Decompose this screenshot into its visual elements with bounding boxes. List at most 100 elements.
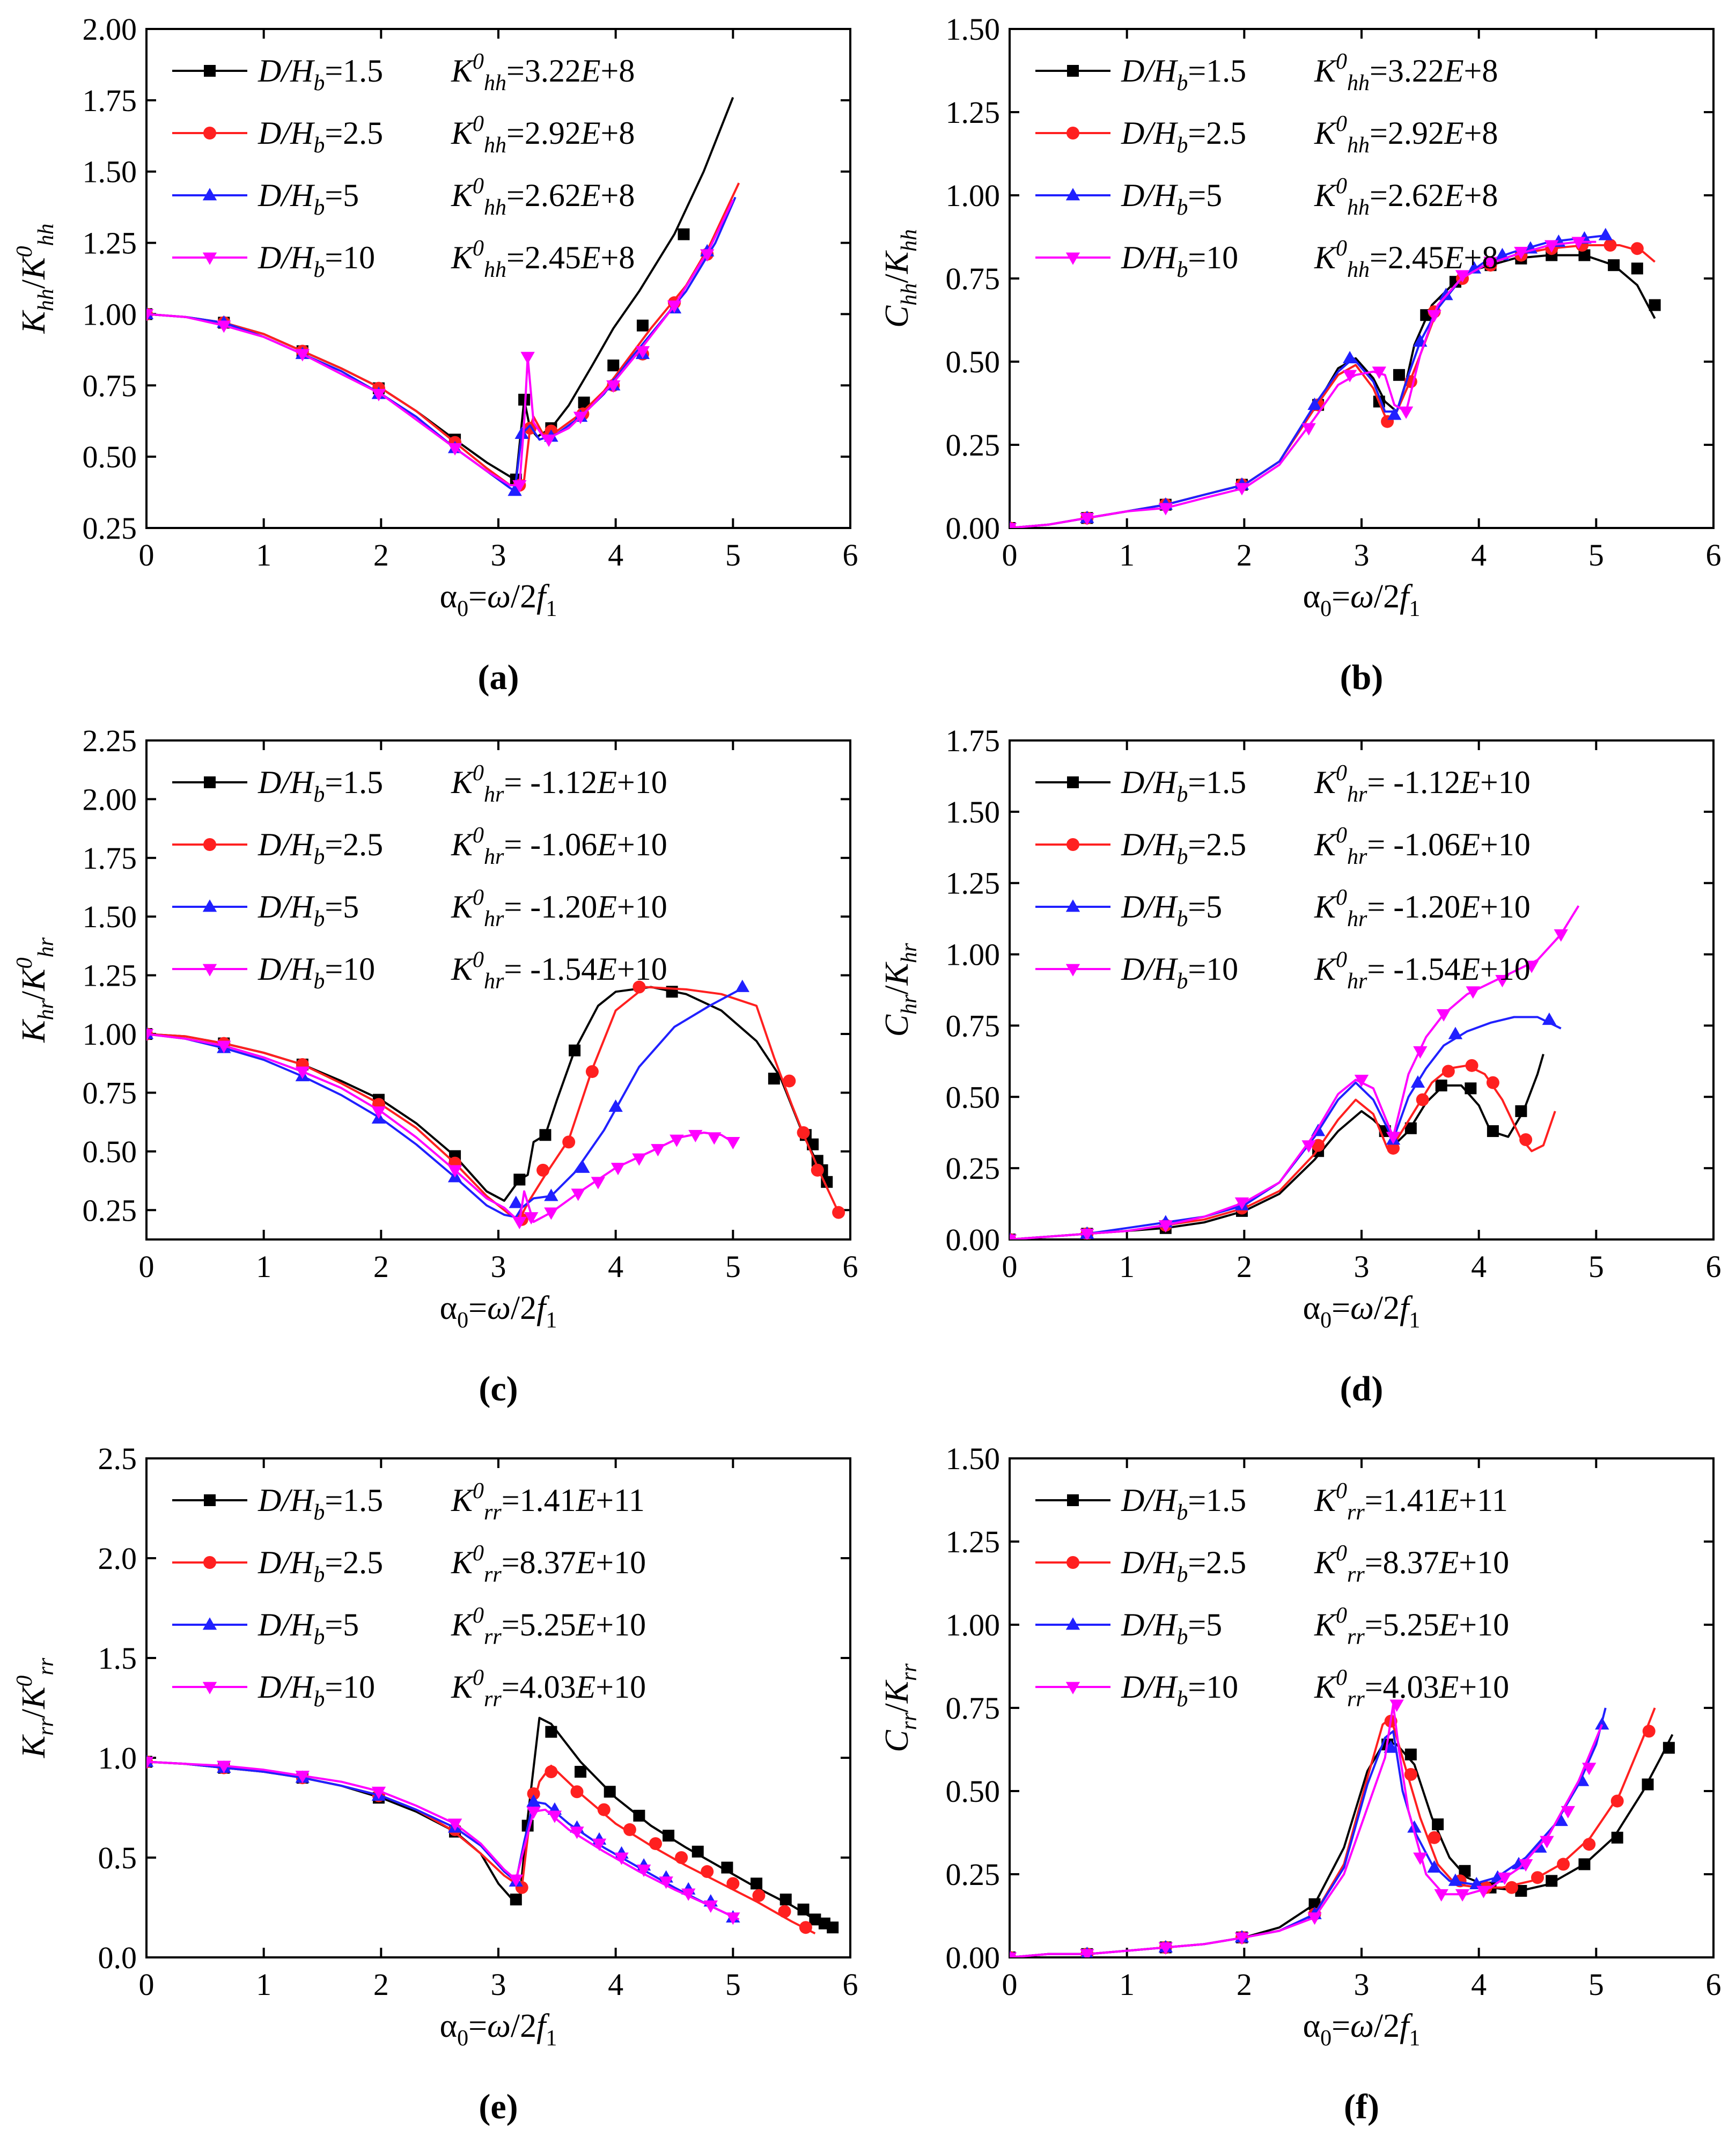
- legend-coef: K0rr=5.25E+10: [451, 1603, 646, 1649]
- xlab-sub1: 1: [546, 2026, 557, 2051]
- legend-label: D/Hb=10: [258, 1669, 375, 1712]
- x-tick-label: 4: [1471, 538, 1487, 573]
- y-tick-label: 1.25: [83, 226, 137, 261]
- coef-sup: 0: [1336, 174, 1347, 199]
- coef-e: E: [1444, 240, 1464, 275]
- coef-k: K: [1314, 1483, 1337, 1518]
- data-point: [675, 1851, 688, 1864]
- xlab-div: /2: [511, 1290, 536, 1326]
- ylab-a-sub: hr: [34, 1000, 58, 1020]
- data-point: [768, 1073, 780, 1085]
- data-point: [1448, 1873, 1463, 1886]
- ylab-b-main: K: [879, 1679, 915, 1704]
- coef-mant: =2.92: [506, 115, 581, 151]
- ylab-b-main: K: [16, 1685, 52, 1710]
- coef-sub: rr: [1347, 1500, 1365, 1525]
- coef-e: E: [580, 240, 601, 275]
- legend-label: D/Hb=10: [258, 240, 375, 282]
- legend-dh: D/H: [258, 53, 315, 89]
- y-tick-label: 1.5: [98, 1641, 137, 1676]
- data-point: [1542, 1013, 1557, 1025]
- data-point: [688, 1129, 703, 1142]
- legend-label: D/Hb=1.5: [1121, 765, 1246, 807]
- coef-sup: 0: [1336, 49, 1347, 74]
- data-point: [663, 1830, 675, 1842]
- coef-sup: 0: [1336, 112, 1347, 136]
- coef-e: E: [597, 889, 617, 925]
- data-point: [681, 1888, 696, 1901]
- ylab-b-sub: rr: [897, 1663, 922, 1681]
- series-line: [1010, 1707, 1656, 1957]
- coef-e: E: [1444, 115, 1464, 151]
- coef-mant: =8.37: [1365, 1545, 1439, 1580]
- legend-marker: [1067, 1494, 1079, 1506]
- data-point: [1427, 1860, 1441, 1873]
- data-point: [632, 980, 646, 994]
- coef-exp: +10: [1459, 1669, 1509, 1705]
- data-point: [1158, 503, 1173, 516]
- legend-coef: K0hh=3.22E+8: [451, 49, 635, 96]
- legend-b: b: [313, 907, 325, 931]
- series-line: [146, 196, 737, 492]
- coef-exp: +10: [617, 827, 667, 862]
- data-point: [692, 1845, 704, 1858]
- data-point: [1404, 1748, 1417, 1760]
- data-point: [636, 1864, 651, 1877]
- series-group: [1010, 1699, 1675, 1957]
- legend-val: =5: [1188, 178, 1222, 213]
- x-tick-label: 2: [373, 538, 389, 573]
- data-point: [735, 979, 750, 992]
- y-tick-label: 2.5: [98, 1441, 137, 1476]
- xlab-alpha: α: [1303, 2008, 1320, 2044]
- legend-label: D/Hb=10: [1121, 1669, 1238, 1712]
- ylab-a-main: C: [879, 305, 915, 328]
- coef-exp: +8: [601, 240, 635, 275]
- legend-val: =2.5: [325, 1545, 383, 1580]
- y-tick-label: 0.50: [83, 1134, 137, 1169]
- legend-val: =1.5: [325, 53, 383, 89]
- legend-val: =2.5: [1188, 115, 1246, 151]
- coef-sub: hh: [484, 133, 506, 158]
- legend-b: b: [313, 1625, 325, 1649]
- legend-marker: [1067, 776, 1079, 788]
- x-tick-label: 0: [1002, 538, 1018, 573]
- coef-sub: rr: [484, 1625, 502, 1649]
- data-point: [1439, 288, 1453, 300]
- coef-mant: =3.22: [1370, 53, 1444, 89]
- coef-exp: +10: [595, 1545, 646, 1580]
- coef-exp: +8: [1464, 178, 1498, 213]
- legend-coef: K0rr=4.03E+10: [451, 1666, 646, 1712]
- ylab-a-sub: hr: [897, 994, 922, 1015]
- data-point: [1342, 370, 1357, 383]
- coef-sub: hh: [1347, 195, 1370, 220]
- data-point: [1514, 247, 1528, 260]
- coef-k: K: [451, 951, 474, 987]
- ylab-b-main: K: [879, 250, 915, 274]
- legend-label: D/Hb=2.5: [258, 827, 383, 869]
- ylab-slash: /: [879, 274, 915, 283]
- coef-mant: = -1.06: [1367, 827, 1460, 862]
- xlab-sub1: 1: [546, 1308, 557, 1333]
- data-point: [146, 1029, 154, 1041]
- legend-dh: D/H: [1121, 178, 1179, 213]
- data-point: [614, 1852, 629, 1865]
- data-point: [512, 1216, 527, 1229]
- coef-e: E: [1439, 1545, 1459, 1580]
- legend-val: =1.5: [1188, 53, 1246, 89]
- data-point: [1608, 259, 1620, 272]
- data-point: [632, 1153, 646, 1166]
- ylab-b-sub: hh: [897, 229, 922, 252]
- coef-sup: 0: [473, 49, 484, 74]
- data-point: [576, 1160, 590, 1173]
- x-tick-label: 0: [1002, 1249, 1018, 1284]
- legend-dh: D/H: [258, 1483, 315, 1518]
- x-tick-label: 2: [373, 1967, 389, 2002]
- xlab-div: /2: [511, 578, 536, 615]
- data-point: [1448, 1026, 1463, 1039]
- legend-b: b: [313, 1562, 325, 1587]
- data-point: [633, 1809, 645, 1822]
- legend-marker: [1066, 838, 1079, 851]
- x-tick-label: 1: [1119, 1967, 1135, 2002]
- y-tick-label: 0.75: [83, 1075, 137, 1110]
